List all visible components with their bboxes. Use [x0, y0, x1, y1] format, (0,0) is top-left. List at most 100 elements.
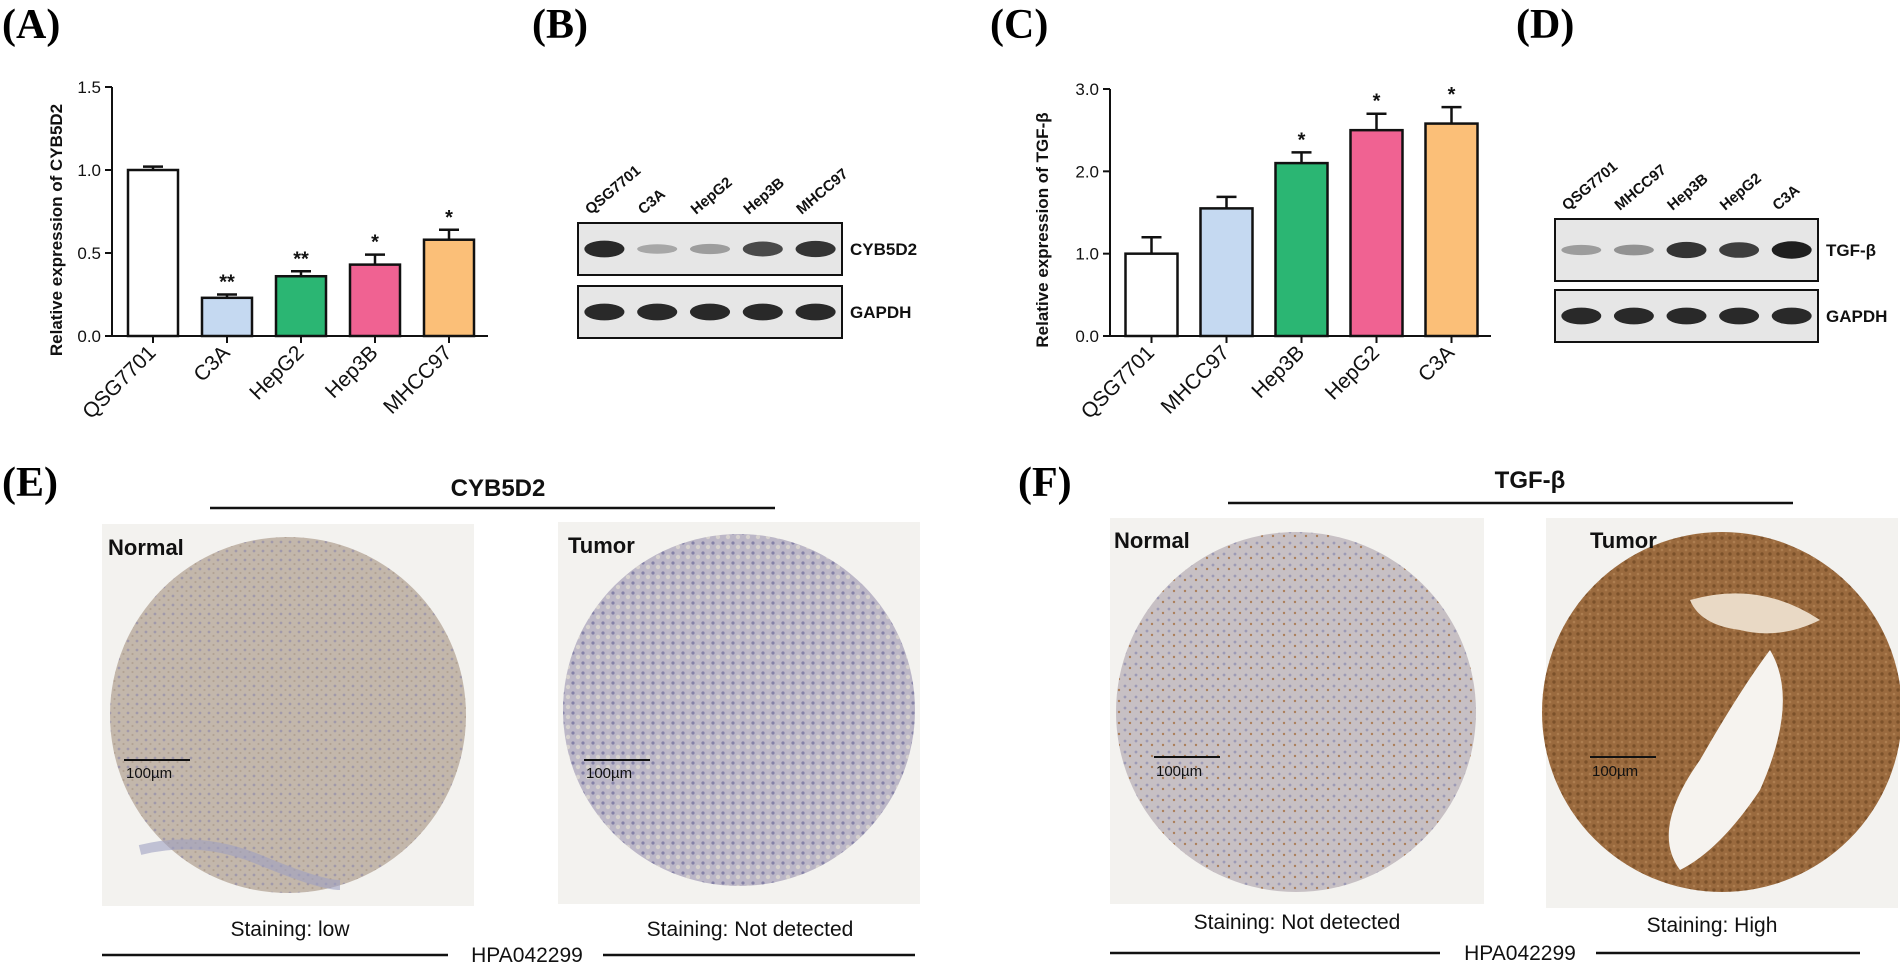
chart-c-bar [1424, 122, 1479, 338]
blot-b-lane-label: QSG7701 [582, 162, 644, 218]
ihc-e-title: CYB5D2 [451, 475, 546, 502]
ihc-f-normal-scale: 100µm [1156, 763, 1202, 780]
chart-c-category-label: Hep3B [1247, 341, 1309, 403]
chart-a-significance: * [371, 232, 379, 254]
ihc-e-normal-texture [110, 537, 466, 893]
chart-a-bar [422, 238, 476, 338]
panel-label-d: (D) [1516, 2, 1574, 48]
blot-b-blot-label: CYB5D2 [850, 240, 917, 259]
ihc-e-tumor-texture [563, 534, 915, 886]
blot-b-lane-label: Hep3B [740, 174, 787, 218]
chart-a-bar [274, 274, 328, 338]
chart-c-category-label: QSG7701 [1077, 341, 1159, 423]
chart-c-bar [1274, 161, 1329, 338]
ihc-f-title: TGF-β [1495, 467, 1566, 494]
blot-b-lane-label: HepG2 [688, 174, 736, 218]
ihc-f-tumor-scale: 100µm [1592, 763, 1638, 780]
blot-b-blot-label: GAPDH [850, 303, 911, 322]
chart-c-category-label: C3A [1414, 341, 1459, 386]
blot-d-lane-label: MHCC97 [1612, 161, 1670, 214]
chart-a-ylabel: Relative expression of CYB5D2 [47, 104, 66, 356]
ihc-f-normal-texture [1116, 532, 1476, 892]
panel-label-b: (B) [532, 2, 588, 48]
chart-a-significance: ** [219, 272, 235, 294]
chart-c-category-label: MHCC97 [1157, 341, 1234, 418]
blot-d-lane-label: Hep3B [1664, 170, 1711, 214]
panel-label-a: (A) [2, 2, 60, 48]
blot-b-band [584, 303, 625, 321]
ihc-f-normal-label: Normal [1114, 528, 1190, 553]
blot-b-band [637, 244, 678, 254]
blot-b-band [742, 241, 783, 257]
chart-a-bar [348, 263, 402, 338]
blot-b-lane-label: C3A [635, 186, 669, 218]
ihc-panel-e: CYB5D2 Normal 100µm Staining: low Tumor … [102, 475, 920, 967]
chart-c-category-label: HepG2 [1321, 341, 1384, 404]
chart-c-ytick-label: 3.0 [1075, 80, 1099, 99]
chart-a-bars: ****** [126, 165, 476, 338]
ihc-panel-f: TGF-β Normal 100µm Staining: Not detecte… [1110, 467, 1900, 965]
chart-a-significance: ** [293, 248, 309, 270]
ihc-e-antibody: HPA042299 [471, 944, 583, 967]
blot-b-band [689, 303, 731, 321]
chart-c-ytick-label: 1.0 [1075, 245, 1099, 264]
chart-c-significance: * [1298, 129, 1306, 151]
chart-c-bars: * * * [1124, 84, 1479, 338]
ihc-e-normal-scale: 100µm [126, 765, 172, 782]
blot-d-band [1613, 307, 1654, 325]
chart-c-significance: * [1448, 84, 1456, 106]
chart-c-bar [1124, 252, 1179, 338]
blot-d-band [1666, 241, 1707, 259]
chart-a-category-label: MHCC97 [379, 341, 456, 418]
chart-c-bar [1199, 207, 1254, 338]
blot-b-band [584, 240, 625, 258]
chart-a-significance: * [445, 207, 453, 229]
chart-c-bar [1349, 128, 1404, 338]
blot-b-band [689, 243, 731, 255]
ihc-e-tumor-caption: Staining: Not detected [647, 918, 854, 941]
blot-b-band [742, 303, 783, 321]
chart-c-ylabel: Relative expression of TGF-β [1033, 112, 1052, 347]
chart-a: Relative expression of CYB5D2 0.0 0.5 1.0 1… [47, 78, 488, 424]
panel-label-f: (F) [1018, 460, 1072, 506]
chart-c-ytick-label: 2.0 [1075, 162, 1099, 181]
chart-a-category-label: QSG7701 [78, 341, 160, 423]
blot-b-lane-label: MHCC97 [793, 165, 851, 218]
blot-d-lane-label: C3A [1769, 182, 1803, 214]
ihc-e-normal-vessel [138, 839, 341, 890]
blot-b-band [795, 240, 836, 258]
blot-d-band [1666, 307, 1707, 325]
ihc-e-tumor-scale: 100µm [586, 765, 632, 782]
blot-d-band [1771, 241, 1812, 259]
ihc-f-tumor-void-2 [1690, 593, 1820, 634]
ihc-e-normal-label: Normal [108, 535, 184, 560]
chart-a-ytick-label: 1.0 [77, 161, 101, 180]
blot-b-band [795, 303, 836, 321]
blot-b-band [637, 303, 678, 321]
blot-d-band [1561, 244, 1602, 256]
blot-d-band [1719, 242, 1760, 258]
ihc-f-tumor-label: Tumor [1590, 528, 1657, 553]
ihc-e-tumor-label: Tumor [568, 533, 635, 558]
blot-d-band [1561, 307, 1602, 325]
chart-c-significance: * [1373, 91, 1381, 113]
ihc-f-antibody: HPA042299 [1464, 942, 1576, 965]
chart-c: Relative expression of TGF-β 0.0 1.0 2.0 3.… [1033, 80, 1491, 424]
chart-a-bar [200, 296, 254, 338]
chart-a-ytick-label: 0.5 [77, 244, 101, 263]
ihc-e-normal-caption: Staining: low [230, 918, 350, 941]
chart-a-category-label: C3A [189, 341, 234, 386]
panel-label-e: (E) [2, 460, 58, 506]
blot-d-band [1771, 307, 1812, 325]
chart-c-ytick-label: 0.0 [1075, 327, 1099, 346]
blot-d-band [1719, 307, 1760, 325]
chart-a-category-label: HepG2 [245, 341, 308, 404]
panel-label-c: (C) [990, 2, 1048, 48]
ihc-f-tumor-void [1668, 650, 1783, 870]
ihc-f-normal-caption: Staining: Not detected [1194, 911, 1401, 934]
chart-a-bar [126, 168, 180, 338]
